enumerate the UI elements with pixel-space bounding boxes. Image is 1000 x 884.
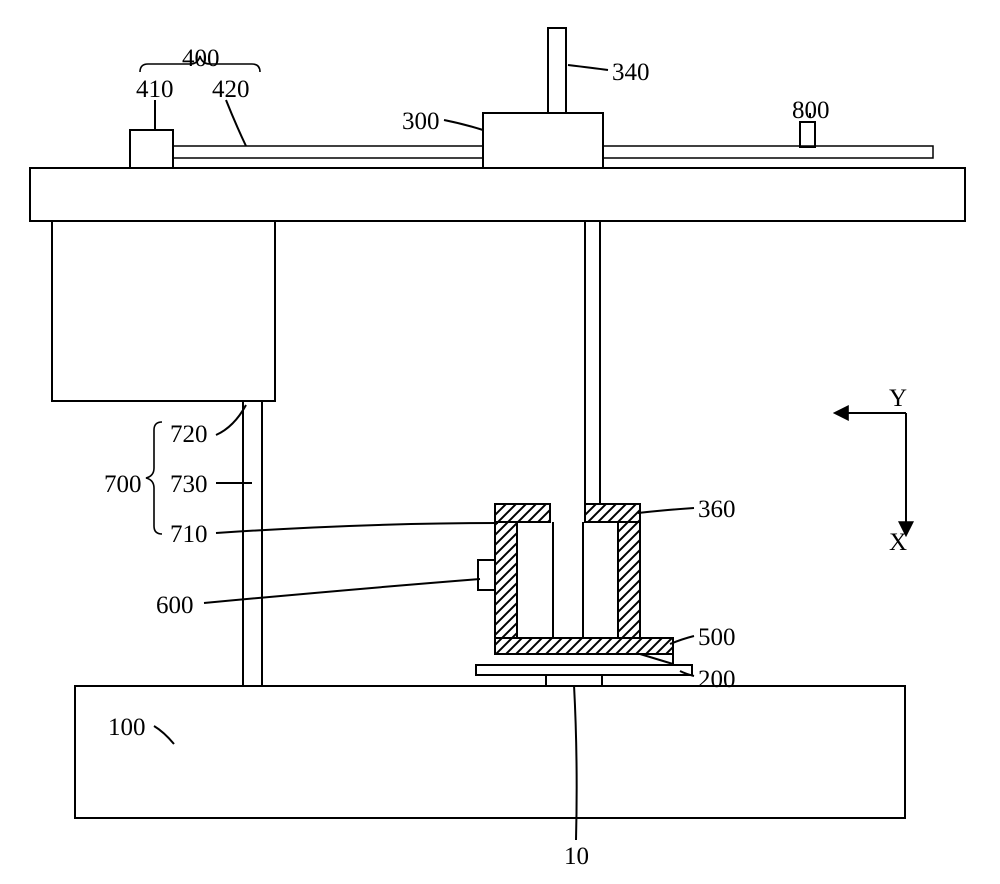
label-730: 730 (170, 471, 208, 499)
label-600: 600 (156, 592, 194, 620)
label-700: 700 (104, 471, 142, 499)
label-300: 300 (402, 108, 440, 136)
label-360: 360 (698, 496, 736, 524)
label-500: 500 (698, 624, 736, 652)
label-400: 400 (182, 45, 220, 73)
label-200: 200 (698, 666, 736, 694)
patent-diagram (0, 0, 1000, 884)
axis-y-label: Y (889, 385, 907, 413)
label-410: 410 (136, 76, 174, 104)
label-340: 340 (612, 59, 650, 87)
label-100: 100 (108, 714, 146, 742)
label-800: 800 (792, 97, 830, 125)
label-10: 10 (564, 843, 589, 871)
label-710: 710 (170, 521, 208, 549)
label-720: 720 (170, 421, 208, 449)
label-420: 420 (212, 76, 250, 104)
axis-x-label: X (889, 529, 907, 557)
